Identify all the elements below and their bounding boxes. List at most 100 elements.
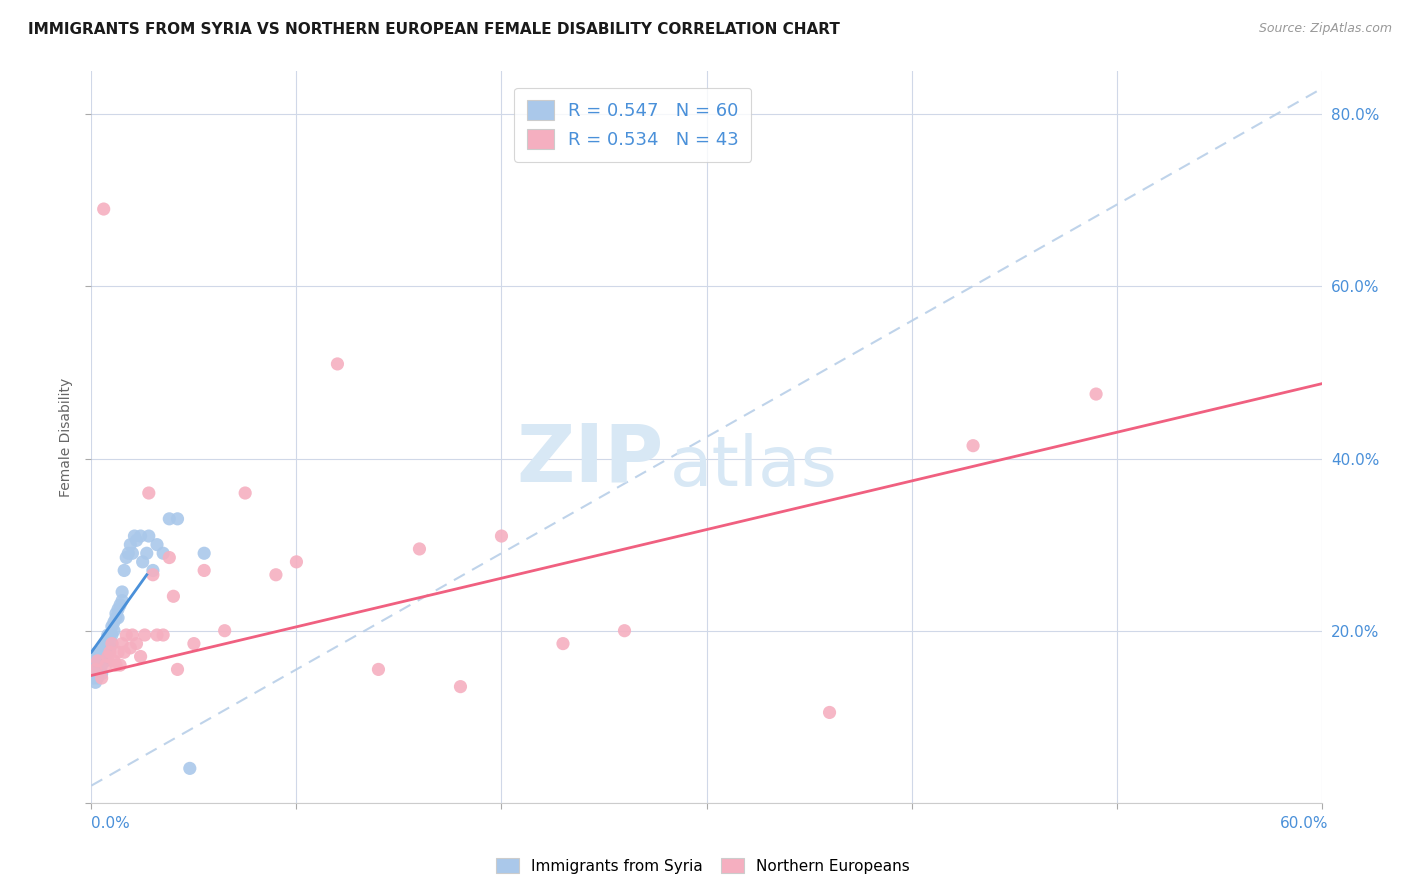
Point bbox=[84, 658, 107, 673]
Point bbox=[107, 611, 129, 625]
Text: IMMIGRANTS FROM SYRIA VS NORTHERN EUROPEAN FEMALE DISABILITY CORRELATION CHART: IMMIGRANTS FROM SYRIA VS NORTHERN EUROPE… bbox=[28, 22, 839, 37]
Point bbox=[326, 357, 349, 371]
Point bbox=[94, 658, 117, 673]
Point bbox=[264, 567, 287, 582]
Point bbox=[146, 628, 169, 642]
Text: 0.0%: 0.0% bbox=[91, 816, 131, 831]
Point bbox=[89, 649, 111, 664]
Text: Source: ZipAtlas.com: Source: ZipAtlas.com bbox=[1258, 22, 1392, 36]
Point bbox=[613, 624, 636, 638]
Point bbox=[138, 486, 160, 500]
Point bbox=[818, 706, 841, 720]
Point bbox=[157, 512, 180, 526]
Point bbox=[125, 533, 148, 548]
Point bbox=[105, 611, 127, 625]
Point bbox=[90, 649, 112, 664]
Point bbox=[134, 628, 156, 642]
Point bbox=[82, 654, 104, 668]
Point bbox=[103, 654, 125, 668]
Point bbox=[105, 658, 127, 673]
Point bbox=[179, 761, 201, 775]
Point bbox=[90, 658, 112, 673]
Point bbox=[152, 546, 174, 560]
Legend: R = 0.547   N = 60, R = 0.534   N = 43: R = 0.547 N = 60, R = 0.534 N = 43 bbox=[515, 87, 751, 161]
Point bbox=[117, 546, 139, 560]
Point bbox=[108, 658, 131, 673]
Legend: Immigrants from Syria, Northern Europeans: Immigrants from Syria, Northern European… bbox=[489, 852, 917, 880]
Point bbox=[129, 529, 152, 543]
Point bbox=[193, 564, 215, 578]
Point bbox=[551, 637, 574, 651]
Point bbox=[94, 637, 117, 651]
Point bbox=[93, 202, 115, 216]
Point bbox=[84, 662, 107, 676]
Point bbox=[157, 550, 180, 565]
Point bbox=[86, 645, 108, 659]
Point bbox=[97, 628, 120, 642]
Point bbox=[108, 598, 131, 612]
Point bbox=[89, 662, 111, 676]
Point bbox=[152, 628, 174, 642]
Point bbox=[135, 546, 157, 560]
Point bbox=[86, 654, 108, 668]
Point bbox=[285, 555, 308, 569]
Point bbox=[214, 624, 236, 638]
Point bbox=[120, 538, 142, 552]
Point bbox=[90, 645, 112, 659]
Point bbox=[84, 675, 107, 690]
Point bbox=[107, 602, 129, 616]
Point bbox=[115, 550, 138, 565]
Point bbox=[129, 649, 152, 664]
Point bbox=[84, 666, 107, 681]
Point bbox=[121, 546, 143, 560]
Point bbox=[193, 546, 215, 560]
Point bbox=[86, 671, 108, 685]
Point bbox=[97, 637, 120, 651]
Point bbox=[101, 637, 124, 651]
Point bbox=[124, 529, 146, 543]
Point bbox=[1085, 387, 1108, 401]
Point bbox=[101, 619, 124, 633]
Point bbox=[491, 529, 513, 543]
Point bbox=[84, 649, 107, 664]
Point bbox=[101, 637, 124, 651]
Point bbox=[93, 654, 115, 668]
Point bbox=[97, 645, 120, 659]
Point bbox=[115, 628, 138, 642]
Point bbox=[94, 654, 117, 668]
Point bbox=[367, 662, 389, 676]
Point bbox=[86, 654, 108, 668]
Point bbox=[162, 589, 184, 603]
Point bbox=[408, 541, 430, 556]
Point bbox=[962, 439, 984, 453]
Point bbox=[183, 637, 205, 651]
Point bbox=[94, 645, 117, 659]
Text: 60.0%: 60.0% bbox=[1281, 816, 1329, 831]
Point bbox=[90, 671, 112, 685]
Point bbox=[82, 671, 104, 685]
Point bbox=[93, 640, 115, 655]
Point bbox=[121, 628, 143, 642]
Point bbox=[112, 645, 135, 659]
Text: ZIP: ZIP bbox=[516, 420, 664, 498]
Point bbox=[125, 637, 148, 651]
Y-axis label: Female Disability: Female Disability bbox=[59, 377, 73, 497]
Point bbox=[103, 624, 125, 638]
Point bbox=[111, 585, 134, 599]
Point bbox=[166, 662, 188, 676]
Text: atlas: atlas bbox=[669, 433, 838, 500]
Point bbox=[97, 649, 120, 664]
Point bbox=[138, 529, 160, 543]
Point bbox=[111, 637, 134, 651]
Point bbox=[146, 538, 169, 552]
Point bbox=[233, 486, 256, 500]
Point bbox=[120, 640, 142, 655]
Point bbox=[90, 666, 112, 681]
Point bbox=[93, 645, 115, 659]
Point bbox=[98, 645, 121, 659]
Point bbox=[131, 555, 153, 569]
Point bbox=[107, 645, 129, 659]
Point bbox=[142, 564, 165, 578]
Point bbox=[105, 607, 127, 621]
Point bbox=[89, 654, 111, 668]
